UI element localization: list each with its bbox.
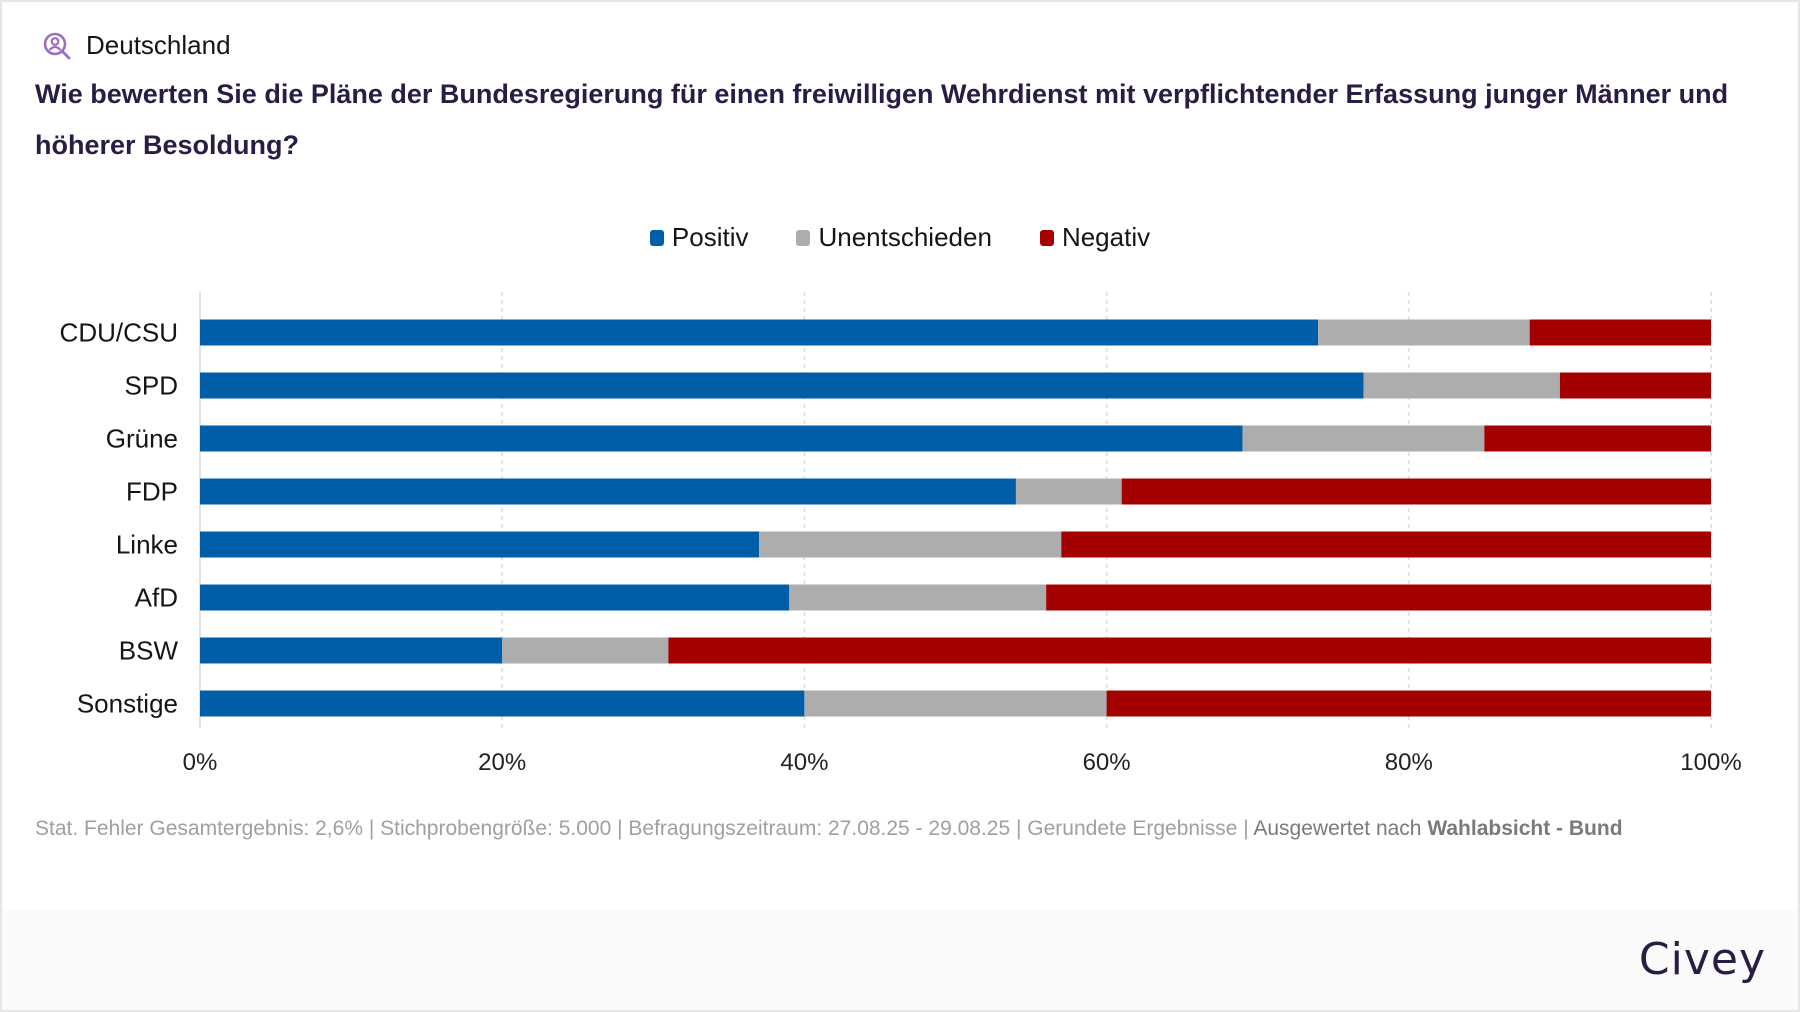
civey-logo[interactable]: Civey	[1638, 934, 1766, 985]
bar-segment-negativ	[1121, 478, 1711, 505]
category-label: BSW	[119, 636, 179, 666]
bar-segment-positiv	[200, 637, 503, 664]
bar-segment-unentschieden	[1363, 372, 1560, 399]
bar-segment-positiv	[200, 478, 1016, 505]
legend-swatch	[649, 229, 664, 246]
legend-item-negativ[interactable]: Negativ	[1039, 222, 1151, 253]
bar-segment-positiv	[200, 690, 805, 717]
bar-segment-positiv	[200, 319, 1319, 346]
x-tick-label: 40%	[780, 749, 828, 776]
bar-segment-unentschieden	[789, 584, 1047, 611]
bar-segment-positiv	[200, 372, 1364, 399]
footer-band: Civey	[2, 910, 1798, 1010]
bar-segment-unentschieden	[1318, 319, 1530, 346]
bar-segment-positiv	[200, 584, 790, 611]
question-title: Wie bewerten Sie die Pläne der Bundesreg…	[35, 79, 1729, 160]
bar-segment-negativ	[1529, 319, 1711, 346]
legend-item-unentschieden[interactable]: Unentschieden	[796, 222, 992, 253]
legend-swatch	[1039, 229, 1054, 246]
bar-segment-positiv	[200, 425, 1243, 452]
bar-segment-negativ	[668, 637, 1712, 664]
evaluated-by: Wahlabsicht - Bund	[1427, 817, 1623, 840]
bar-segment-unentschieden	[1015, 478, 1122, 505]
footer-note: Stat. Fehler Gesamtergebnis: 2,6% | Stic…	[35, 812, 1775, 846]
methodology-text: Stat. Fehler Gesamtergebnis: 2,6% | Stic…	[35, 817, 1254, 840]
bar-segment-unentschieden	[502, 637, 669, 664]
bar-segment-unentschieden	[759, 531, 1062, 558]
x-tick-label: 20%	[478, 749, 526, 776]
location-header: Deutschland	[42, 30, 231, 61]
category-label: Linke	[116, 530, 178, 560]
category-label: SPD	[125, 371, 178, 401]
category-label: FDP	[126, 477, 178, 507]
x-tick-label: 60%	[1083, 749, 1131, 776]
bar-segment-unentschieden	[804, 690, 1107, 717]
legend-item-positiv[interactable]: Positiv	[649, 222, 749, 253]
bar-segment-positiv	[200, 531, 760, 558]
legend: Positiv Unentschieden Negativ	[2, 222, 1798, 253]
bar-segment-negativ	[1484, 425, 1711, 452]
x-tick-label: 100%	[1680, 749, 1741, 776]
bar-segment-negativ	[1061, 531, 1711, 558]
category-label: AfD	[135, 583, 178, 613]
bar-segment-unentschieden	[1242, 425, 1485, 452]
person-search-icon	[43, 32, 71, 59]
bar-segment-negativ	[1106, 690, 1711, 717]
bar-segment-negativ	[1046, 584, 1711, 611]
x-tick-label: 0%	[183, 749, 218, 776]
legend-label: Negativ	[1061, 222, 1151, 252]
bar-segment-negativ	[1559, 372, 1711, 399]
category-label: CDU/CSU	[60, 318, 178, 348]
legend-swatch	[796, 229, 811, 246]
legend-label: Positiv	[671, 222, 749, 252]
stacked-bar-chart: 0% 20% 40% 60% 80% 100% CDU/CSU SPD Grüne FDP Link…	[60, 292, 1742, 776]
category-label: Sonstige	[77, 689, 178, 719]
location-label: Deutschland	[86, 30, 231, 60]
x-tick-label: 80%	[1385, 749, 1433, 776]
legend-label: Unentschieden	[818, 222, 992, 252]
category-label: Grüne	[106, 424, 178, 454]
evaluated-prefix: Ausgewertet nach	[1253, 817, 1428, 840]
